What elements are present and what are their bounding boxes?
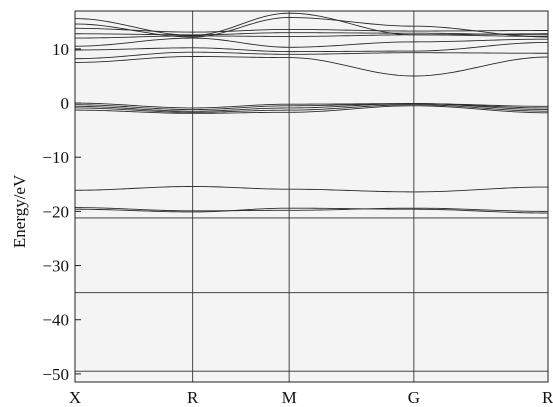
plot-frame xyxy=(74,10,549,383)
y-tick-label: 10 xyxy=(52,40,69,59)
x-tick-label: M xyxy=(282,388,297,407)
y-tick-label: −20 xyxy=(42,202,69,221)
plot-background xyxy=(75,11,548,382)
y-tick-label: 0 xyxy=(61,94,70,113)
y-axis-title: Energy/eV xyxy=(10,174,29,248)
x-tick-label: R xyxy=(542,388,553,407)
y-tick-label: −40 xyxy=(42,311,69,330)
k-point-dividers xyxy=(192,11,415,382)
x-tick-label: X xyxy=(69,388,81,407)
x-tick-label: G xyxy=(408,388,420,407)
y-tick-label: −50 xyxy=(42,365,69,384)
x-tick-label: R xyxy=(187,388,199,407)
y-tick-label: −10 xyxy=(42,148,69,167)
y-axis-ticks xyxy=(75,48,81,375)
y-tick-labels: 10 0 −10 −20 −30 −40 −50 xyxy=(42,40,69,384)
y-tick-label: −30 xyxy=(42,257,69,276)
